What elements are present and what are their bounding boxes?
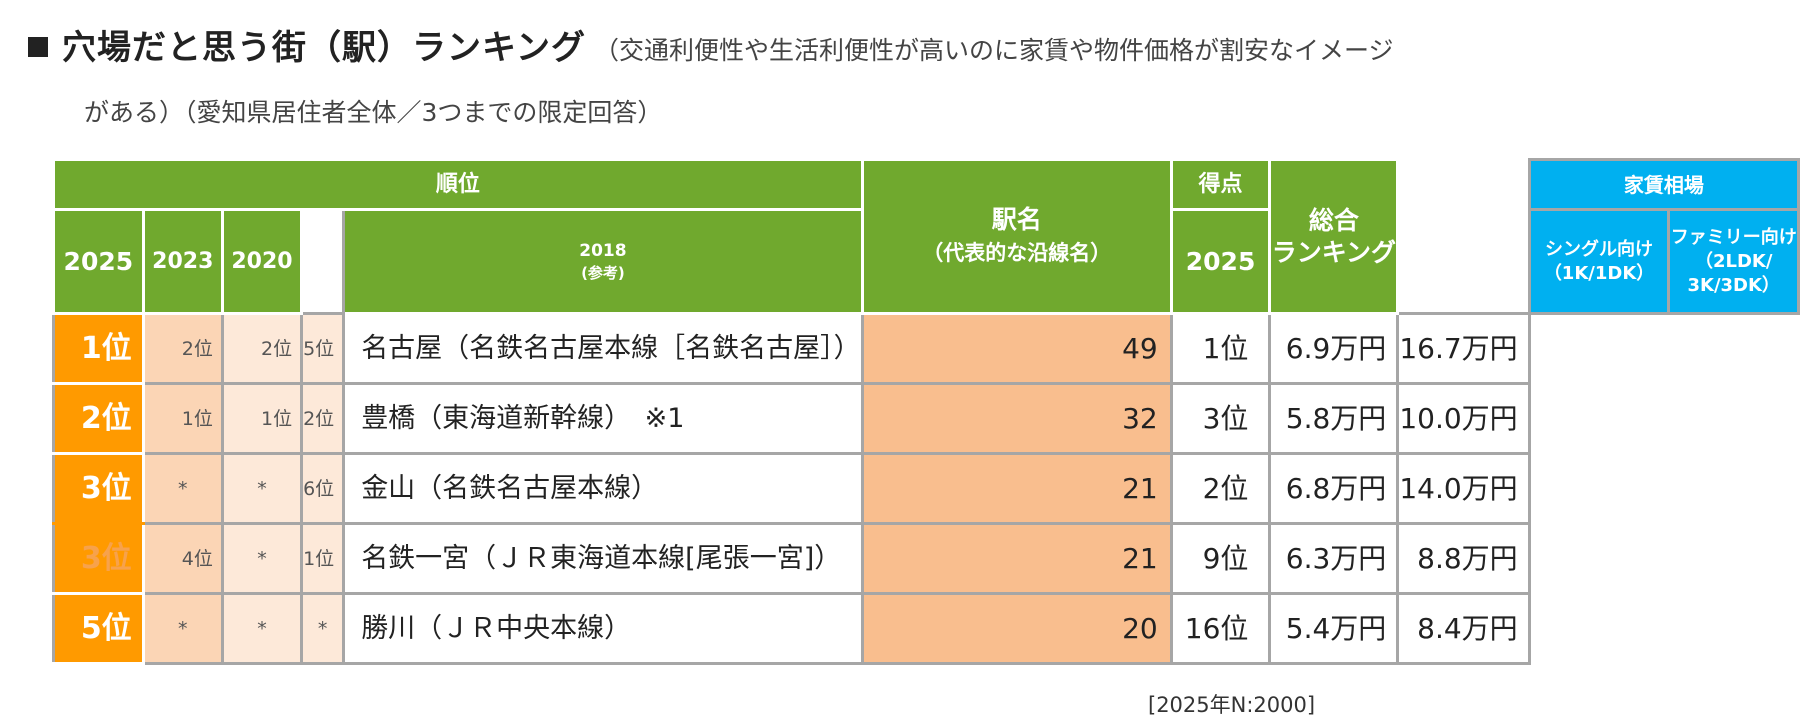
score-cell: 20 (860, 592, 1173, 665)
rent-single-cell: 5.8万円 (1268, 382, 1400, 455)
header-family: ファミリー向け （2LDK/3K/3DK） (1667, 208, 1800, 315)
station-name-cell: 金山（名鉄名古屋本線） (342, 452, 864, 525)
station-name-cell: 名古屋（名鉄名古屋本線［名鉄名古屋］） (342, 312, 864, 385)
rank-2023-cell: 1位 (141, 382, 224, 455)
rank-2025-cell: 3位 (52, 452, 145, 525)
header-2025: 2025 (52, 208, 145, 315)
rank-2020-cell: * (220, 592, 304, 665)
rank-2018-cell: 5位 (300, 312, 346, 385)
header-score: 得点 (1169, 158, 1272, 211)
header-2018: 2018 (参考) (342, 208, 864, 315)
overall-rank-cell: 2位 (1169, 452, 1272, 525)
header-2018-label: 2018 (579, 240, 627, 261)
rent-single-cell: 6.8万円 (1268, 452, 1400, 525)
title-subtitle: がある）（愛知県居住者全体／3つまでの限定回答） (84, 98, 663, 127)
score-cell: 21 (860, 522, 1173, 595)
header-overall-label2: ランキング (1271, 237, 1396, 267)
station-name-cell: 名鉄一宮（ＪＲ東海道本線[尾張一宮]） (342, 522, 864, 595)
header-station: 駅名 （代表的な沿線名） (860, 158, 1173, 315)
rent-family-cell: 10.0万円 (1396, 382, 1531, 455)
table-row: 3位 4位 * 1位 名鉄一宮（ＪＲ東海道本線[尾張一宮]） 21 9位 6.3万円 8.8万円 (52, 522, 1799, 595)
score-cell: 21 (860, 452, 1173, 525)
rank-2023-cell: 2位 (141, 312, 224, 385)
header-single-label: シングル向け (1545, 238, 1654, 260)
rank-2025-cell: 1位 (52, 312, 145, 385)
rent-family-cell: 8.8万円 (1396, 522, 1531, 595)
header-2020: 2020 (220, 208, 304, 315)
rank-2018-cell: 6位 (300, 452, 346, 525)
rent-single-cell: 6.9万円 (1268, 312, 1400, 385)
header-2023: 2023 (141, 208, 224, 315)
rank-2020-cell: 1位 (220, 382, 304, 455)
overall-rank-cell: 3位 (1169, 382, 1272, 455)
square-bullet-icon (28, 37, 48, 57)
header-score-year: 2025 (1169, 208, 1272, 315)
table-row: 5位 * * * 勝川（ＪＲ中央本線） 20 16位 5.4万円 8.4万円 (52, 592, 1799, 665)
header-single: シングル向け （1K/1DK） (1527, 208, 1671, 315)
rank-2020-cell: 2位 (220, 312, 304, 385)
header-family-note2: 3K/3DK） (1687, 274, 1780, 296)
rent-family-cell: 16.7万円 (1396, 312, 1531, 385)
station-name-cell: 勝川（ＪＲ中央本線） (342, 592, 864, 665)
rank-2025-cell: 5位 (52, 592, 145, 665)
rank-2020-cell: * (220, 522, 304, 595)
header-station-label: 駅名 (991, 205, 1042, 234)
header-single-note: （1K/1DK） (1543, 262, 1655, 284)
overall-rank-cell: 1位 (1169, 312, 1272, 385)
page-title: 穴場だと思う街（駅）ランキング （交通利便性や生活利便性が高いのに家賃や物件価格が… (28, 26, 1394, 70)
rank-2018-cell: 1位 (300, 522, 346, 595)
rent-family-cell: 14.0万円 (1396, 452, 1531, 525)
header-2018-note: (参考) (581, 263, 625, 282)
title-note: （交通利便性や生活利便性が高いのに家賃や物件価格が割安なイメージ (593, 36, 1394, 65)
column-gap (1397, 159, 1530, 314)
header-family-label: ファミリー向け (1670, 226, 1797, 248)
overall-rank-cell: 9位 (1169, 522, 1272, 595)
rank-gap-column (300, 209, 346, 315)
title-main: 穴場だと思う街（駅）ランキング (62, 28, 586, 68)
rent-single-cell: 5.4万円 (1268, 592, 1400, 665)
header-rank-group: 順位 (52, 158, 864, 211)
rent-single-cell: 6.3万円 (1268, 522, 1400, 595)
overall-rank-cell: 16位 (1169, 592, 1272, 665)
ranking-table: 順位 駅名 （代表的な沿線名） 得点 総合 ランキング 家賃相場 2025 2023… (52, 158, 1800, 665)
rank-2023-cell: * (141, 592, 224, 665)
rank-2023-cell: * (141, 452, 224, 525)
score-cell: 32 (860, 382, 1173, 455)
header-overall-label: 総合 (1308, 205, 1359, 235)
station-name-cell: 豊橋（東海道新幹線） ※1 (342, 382, 864, 455)
sample-size-note: [2025年N:2000] (1148, 693, 1316, 717)
header-overall: 総合 ランキング (1268, 158, 1400, 315)
rank-2020-cell: * (220, 452, 304, 525)
header-family-note1: （2LDK/ (1694, 250, 1773, 272)
rank-2018-cell: 2位 (300, 382, 346, 455)
score-cell: 49 (860, 312, 1173, 385)
table-row: 1位 2位 2位 5位 名古屋（名鉄名古屋本線［名鉄名古屋］） 49 1位 6.9万円 16.7… (52, 312, 1799, 385)
rank-2018-cell: * (300, 592, 346, 665)
rank-2023-cell: 4位 (141, 522, 224, 595)
header-station-note: （代表的な沿線名） (922, 241, 1112, 265)
header-rent-group: 家賃相場 (1527, 158, 1800, 211)
rank-2025-cell: 3位 (52, 522, 145, 595)
table-row: 3位 * * 6位 金山（名鉄名古屋本線） 21 2位 6.8万円 14.0万円 (52, 452, 1799, 525)
rent-family-cell: 8.4万円 (1396, 592, 1531, 665)
rank-2025-cell: 2位 (52, 382, 145, 455)
table-row: 2位 1位 1位 2位 豊橋（東海道新幹線） ※1 32 3位 5.8万円 10.0万円 (52, 382, 1799, 455)
